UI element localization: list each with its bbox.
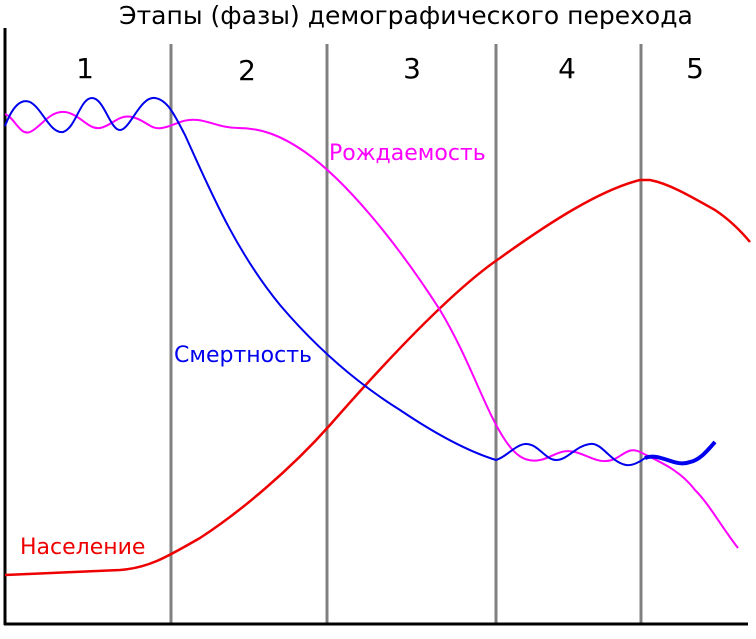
population-label: Население xyxy=(20,535,145,560)
stage-number: 5 xyxy=(686,52,704,85)
stage-number: 3 xyxy=(403,52,421,85)
death-rate-label: Смертность xyxy=(174,343,312,368)
death-rate-curve-thick-end xyxy=(644,440,717,466)
stage-number: 4 xyxy=(558,52,576,85)
diagram-title: Этапы (фазы) демографического перехода xyxy=(119,1,693,30)
death-rate-curve xyxy=(4,96,716,467)
birth-rate-curve xyxy=(4,110,739,549)
stage-number: 1 xyxy=(76,52,94,85)
stage-dividers xyxy=(169,44,643,624)
stage-numbers: 1 2 3 4 5 xyxy=(76,52,704,87)
birth-rate-label: Рождаемость xyxy=(329,141,486,166)
population-curve xyxy=(4,178,751,577)
stage-number: 2 xyxy=(238,54,256,87)
